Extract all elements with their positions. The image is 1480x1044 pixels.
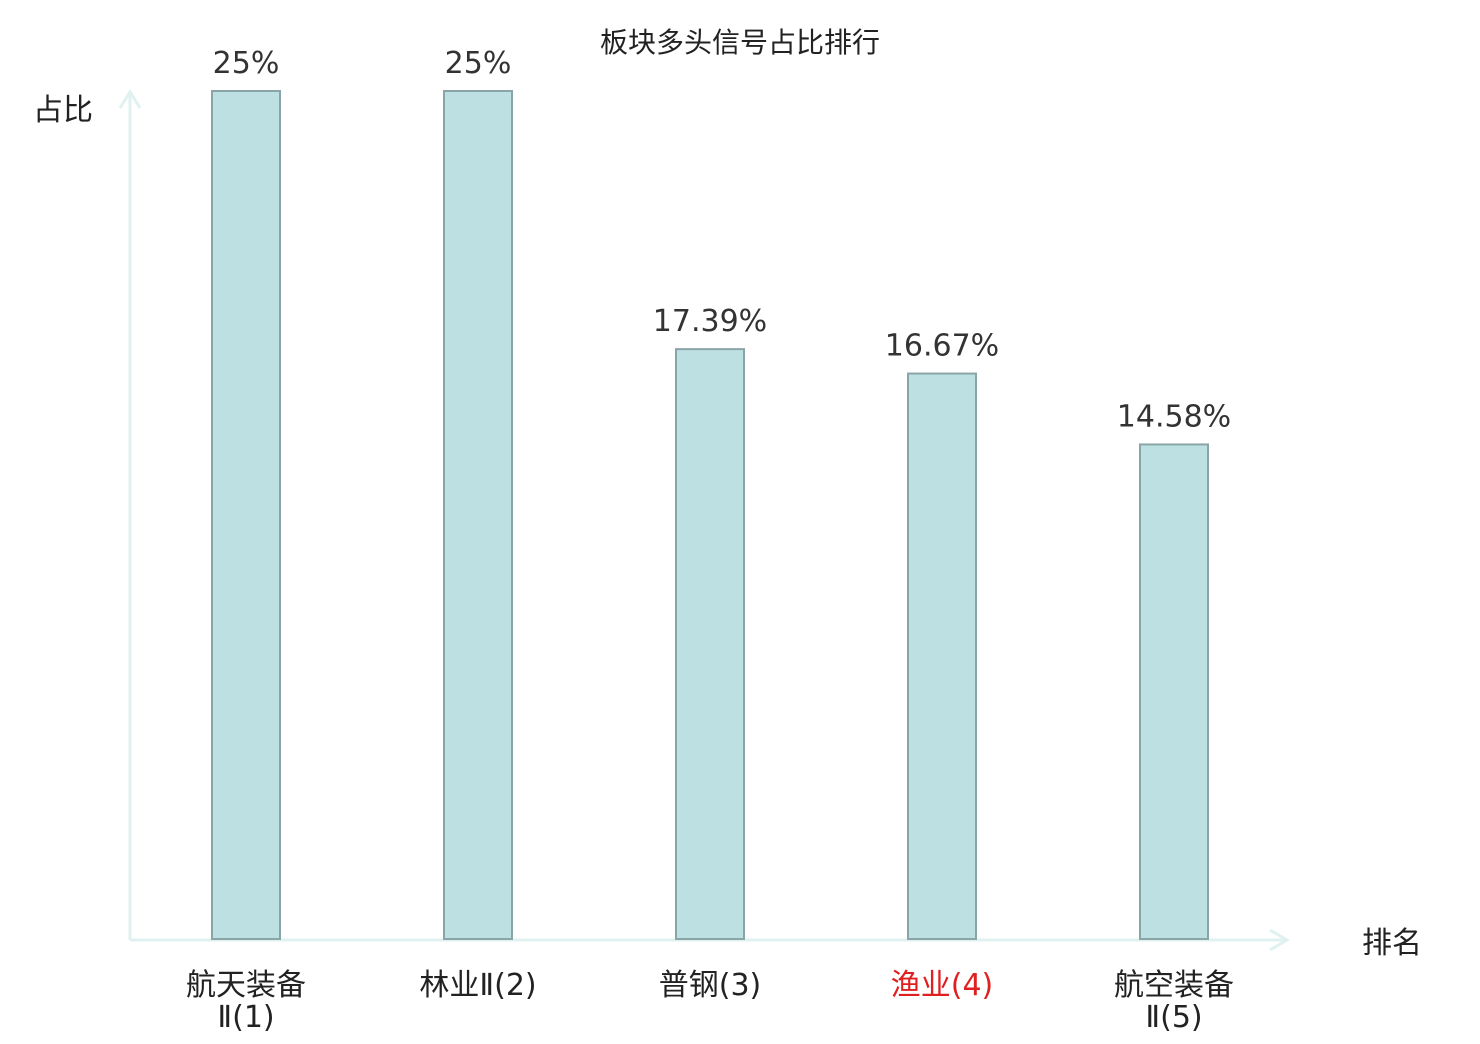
bars <box>211 90 1209 940</box>
value-label-3: 17.39% <box>653 304 767 339</box>
axes <box>118 89 1290 952</box>
y-axis-arrow-icon <box>118 89 142 109</box>
value-label-2: 25% <box>445 46 512 81</box>
category-label-5-line-2: Ⅱ(5) <box>1145 1000 1202 1035</box>
category-label-1-line-2: Ⅱ(1) <box>217 1000 274 1035</box>
category-label-5-line-1: 航空装备 <box>1114 968 1234 1003</box>
bar-4 <box>907 372 977 940</box>
bar-1 <box>211 90 281 940</box>
value-label-4: 16.67% <box>885 329 999 364</box>
category-label-3: 普钢(3) <box>659 968 762 1003</box>
value-labels: 25% 25% 17.39% 16.67% 14.58% <box>213 46 1232 434</box>
value-label-5: 14.58% <box>1117 399 1231 434</box>
value-label-1: 25% <box>213 46 280 81</box>
chart-title: 板块多头信号占比排行 <box>600 26 880 59</box>
category-label-2: 林业Ⅱ(2) <box>419 968 536 1003</box>
y-axis-label: 占比 <box>33 93 93 128</box>
category-label-1-line-1: 航天装备 <box>186 968 306 1003</box>
bar-2 <box>443 90 513 940</box>
bar-3 <box>675 348 745 940</box>
category-label-4: 渔业(4) <box>891 968 994 1003</box>
bar-5 <box>1139 443 1209 940</box>
x-axis-label: 排名 <box>1362 926 1422 961</box>
x-axis-arrow-icon <box>1269 928 1290 952</box>
